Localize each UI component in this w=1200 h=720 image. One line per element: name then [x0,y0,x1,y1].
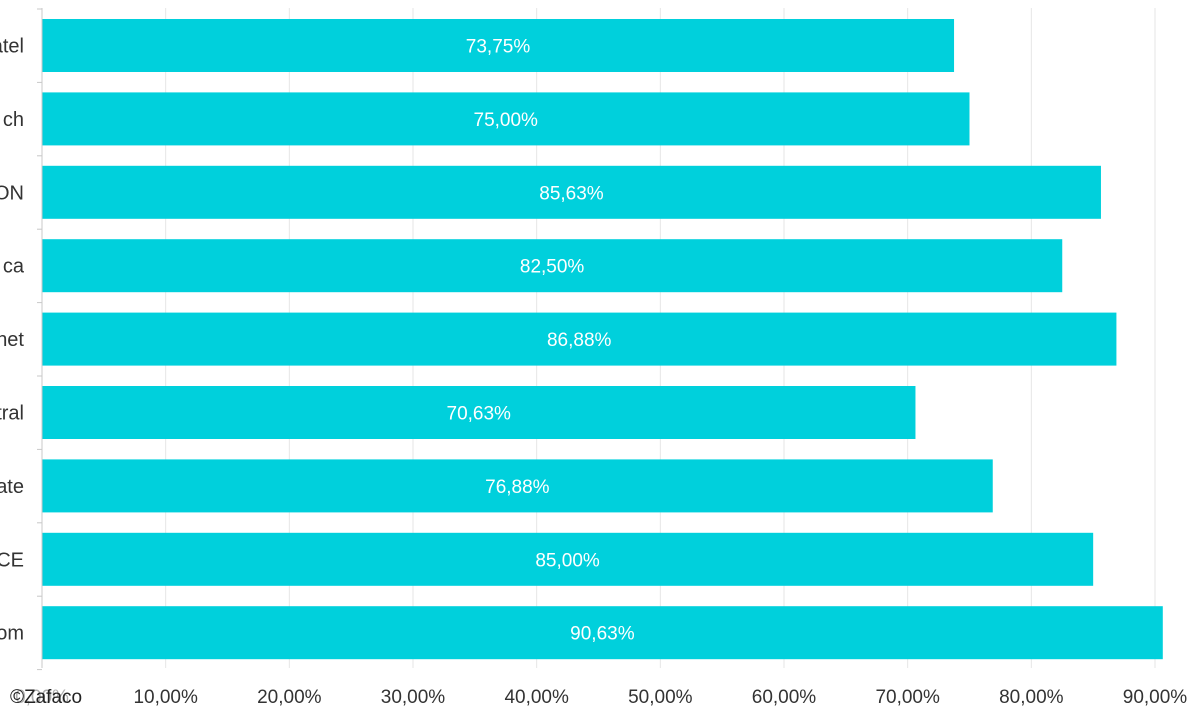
bars [42,19,1163,660]
bar [42,165,1101,219]
labels: 0,00%10,00%20,00%30,00%40,00%50,00%60,00… [0,36,1187,709]
category-label: CE [0,549,24,571]
copyright-watermark: ©Zafaco [8,686,85,710]
category-label: ate [0,476,24,498]
data-label: 75,00% [474,110,539,131]
x-tick-label: 80,00% [999,687,1064,708]
data-label: 76,88% [485,477,550,498]
data-label: 73,75% [466,37,531,58]
bar [42,459,993,513]
bar [42,312,1117,366]
bar [42,19,955,72]
category-label: net [0,329,24,351]
x-tick-label: 40,00% [504,687,569,708]
x-tick-label: 50,00% [628,687,693,708]
x-tick-label: 30,00% [381,687,446,708]
x-tick-label: 20,00% [257,687,322,708]
x-tick-label: 70,00% [875,687,940,708]
axes [37,8,43,671]
x-tick-label: 10,00% [133,687,198,708]
data-label: 85,63% [539,183,604,204]
data-label: 90,63% [570,624,635,645]
category-label: tral [0,403,24,425]
bar [42,92,970,146]
bar [42,606,1163,660]
bar [42,386,916,439]
category-label: om [0,623,24,645]
x-tick-label: 60,00% [752,687,817,708]
data-label: 82,50% [520,257,585,278]
category-label: ca [3,256,25,278]
bar [42,239,1063,293]
data-label: 86,88% [547,330,612,351]
category-label: atel [0,36,24,58]
category-label: ch [3,109,24,131]
data-label: 70,63% [447,404,512,425]
x-tick-label: 90,00% [1123,687,1188,708]
bar [42,532,1094,586]
category-label: ON [0,182,24,204]
data-label: 85,00% [535,550,600,571]
